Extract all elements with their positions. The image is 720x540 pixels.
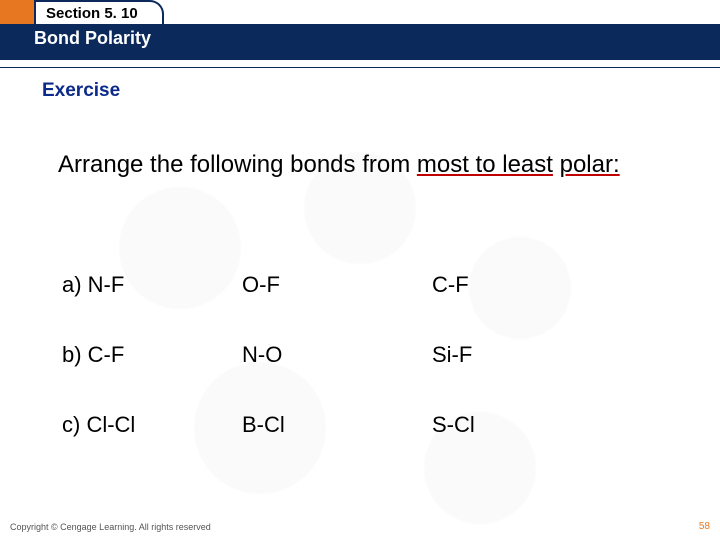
prompt-underline-2: polar:	[560, 151, 620, 178]
title-underline	[0, 62, 720, 68]
orange-accent-box	[0, 0, 34, 24]
options-table: a) N-F O-F C-F b) C-F N-O Si-F c) Cl-Cl …	[62, 250, 622, 460]
option-col2: B-Cl	[242, 412, 432, 438]
option-col3: Si-F	[432, 342, 602, 368]
section-tab: Section 5. 10	[34, 0, 164, 24]
table-row: c) Cl-Cl B-Cl S-Cl	[62, 390, 622, 460]
prompt-text: Arrange the following bonds from most to…	[58, 150, 668, 180]
option-label: c) Cl-Cl	[62, 412, 242, 438]
copyright-text: Copyright © Cengage Learning. All rights…	[10, 522, 211, 532]
section-label: Section 5. 10	[46, 5, 138, 22]
slide: Section 5. 10 Bond Polarity Exercise Arr…	[0, 0, 720, 540]
option-label: a) N-F	[62, 272, 242, 298]
option-label: b) C-F	[62, 342, 242, 368]
table-row: a) N-F O-F C-F	[62, 250, 622, 320]
option-col3: S-Cl	[432, 412, 602, 438]
prompt-mid	[553, 151, 560, 178]
slide-title: Bond Polarity	[34, 28, 151, 49]
prompt-lead: Arrange the following bonds from	[58, 151, 417, 178]
option-col2: N-O	[242, 342, 432, 368]
table-row: b) C-F N-O Si-F	[62, 320, 622, 390]
option-col3: C-F	[432, 272, 602, 298]
exercise-label: Exercise	[42, 80, 120, 102]
prompt-underline-1: most to least	[417, 151, 553, 178]
option-col2: O-F	[242, 272, 432, 298]
page-number: 58	[699, 521, 710, 532]
